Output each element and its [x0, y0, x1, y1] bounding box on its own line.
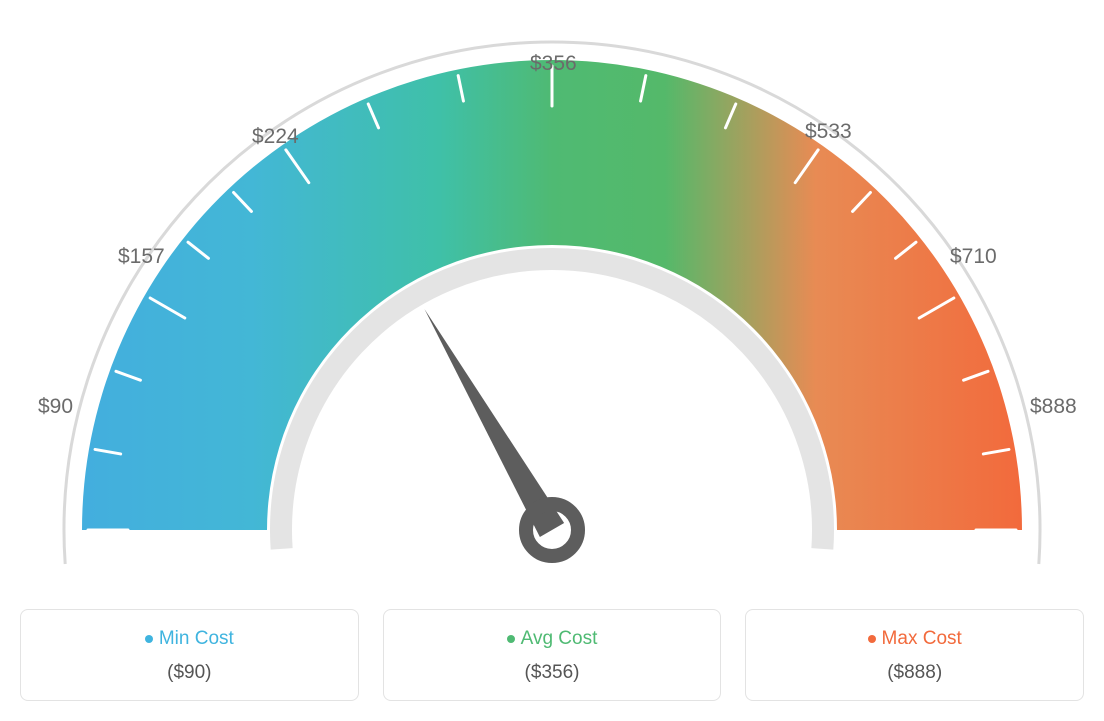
legend-value-max: ($888) [756, 662, 1073, 684]
legend-card-max: Max Cost ($888) [745, 609, 1084, 701]
scale-label: $157 [118, 245, 165, 269]
legend-title-avg: Avg Cost [394, 628, 711, 650]
legend-title-max-text: Max Cost [882, 628, 962, 649]
legend-title-min-text: Min Cost [159, 628, 234, 649]
legend-title-avg-text: Avg Cost [521, 628, 598, 649]
dot-avg [507, 635, 515, 643]
scale-label: $90 [38, 395, 73, 419]
scale-label: $888 [1030, 395, 1077, 419]
gauge-svg [20, 20, 1084, 580]
legend-value-min: ($90) [31, 662, 348, 684]
legend-value-avg: ($356) [394, 662, 711, 684]
scale-label: $224 [252, 125, 299, 149]
dot-min [145, 635, 153, 643]
scale-label: $710 [950, 245, 997, 269]
legend-card-avg: Avg Cost ($356) [383, 609, 722, 701]
legend-card-min: Min Cost ($90) [20, 609, 359, 701]
legend-row: Min Cost ($90) Avg Cost ($356) Max Cost … [20, 609, 1084, 701]
cost-gauge-chart: $90 $157 $224 $356 $533 $710 $888 [20, 20, 1084, 585]
dot-max [868, 635, 876, 643]
legend-title-min: Min Cost [31, 628, 348, 650]
scale-label: $356 [530, 52, 577, 76]
legend-title-max: Max Cost [756, 628, 1073, 650]
scale-label: $533 [805, 120, 852, 144]
